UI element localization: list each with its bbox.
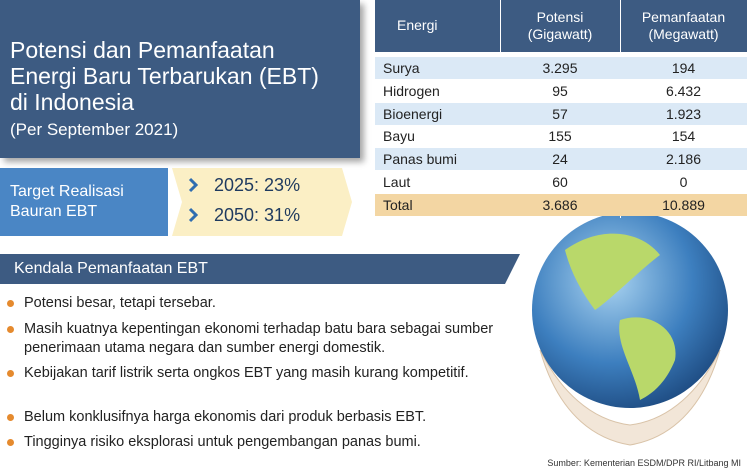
target-item: 2025: 23% — [214, 175, 301, 195]
cell-value: 60 — [552, 174, 568, 190]
table-row — [375, 102, 747, 125]
row-label: Panas bumi — [383, 151, 457, 168]
cell-value: 10.889 — [662, 196, 705, 213]
cell-value: 2.186 — [665, 151, 702, 168]
title-line: Potensi dan Pemanfaatan — [10, 37, 275, 63]
table-header — [375, 0, 747, 52]
bullet-text: Kebijakan tarif listrik serta ongkos EBT… — [24, 365, 469, 381]
table-row — [375, 125, 747, 148]
column-header: (Megawatt) — [648, 26, 719, 42]
target-label: Bauran EBT — [10, 203, 98, 220]
table-row — [375, 79, 747, 102]
kendala-title: Kendala Pemanfaatan EBT — [14, 260, 208, 277]
table: Energi Potensi (Gigawatt) Pemanfaatan (Megaw… — [375, 0, 747, 218]
target-item: 2050: 31% — [214, 205, 301, 225]
title-line: di Indonesia — [10, 89, 135, 115]
bullet-dot — [7, 370, 14, 377]
cell-value: 194 — [671, 60, 696, 76]
bullet-dot — [7, 300, 14, 307]
cell-value: 95 — [552, 82, 568, 99]
bullet-dot — [7, 326, 14, 333]
row-label: Laut — [383, 174, 411, 190]
table-row — [375, 148, 747, 171]
bullet-dot — [7, 414, 14, 421]
bullet-dot — [7, 439, 14, 446]
title-line: Energi Baru Terbarukan (EBT) — [10, 63, 319, 89]
chevron — [188, 207, 199, 223]
column-header: Energi — [397, 17, 438, 33]
target-label: Target Realisasi — [10, 183, 124, 200]
cell-value: 57 — [552, 105, 568, 122]
cell-value: 0 — [679, 174, 688, 190]
column-header: (Gigawatt) — [527, 26, 593, 42]
bullet-text: Potensi besar, tetapi tersebar. — [24, 295, 216, 311]
row-label: Hidrogen — [383, 82, 440, 99]
bullet-text: Tingginya risiko eksplorasi untuk pengem… — [24, 434, 421, 450]
table-row — [375, 193, 747, 216]
cell-value: 1.923 — [665, 105, 702, 122]
table-row — [375, 57, 747, 79]
table-row — [375, 171, 747, 193]
target-label-box: Target Realisasi Bauran EBT — [0, 168, 168, 236]
cell-value: 3.686 — [542, 196, 578, 213]
column-header: Pemanfaatan — [641, 9, 726, 25]
row-label: Surya — [383, 60, 420, 76]
target-band — [165, 168, 352, 236]
kendala-band — [0, 254, 520, 284]
continent — [565, 233, 660, 310]
row-label: Total — [383, 196, 413, 213]
row-label: Bioenergi — [383, 105, 443, 122]
subtitle: (Per September 2021) — [10, 120, 179, 139]
cell-value: 3.295 — [542, 60, 578, 76]
source: Sumber: Kementerian ESDM/DPR RI/Litbang … — [547, 458, 741, 468]
hands — [539, 349, 721, 446]
continent — [619, 317, 676, 400]
cell-value: 6.432 — [665, 82, 702, 99]
bullet-text: Masih kuatnya kepentingan ekonomi terhad… — [24, 321, 494, 356]
cell-value: 155 — [548, 128, 572, 145]
cell-value: 24 — [552, 151, 568, 168]
title-box: Potensi dan Pemanfaatan Energi Baru Terb… — [0, 0, 360, 158]
chevron — [188, 177, 199, 193]
bullet-text: Belum konklusifnya harga ekonomis dari p… — [24, 409, 427, 425]
column-header: Potensi — [536, 9, 584, 25]
cell-value: 154 — [671, 128, 696, 145]
row-label: Bayu — [383, 128, 415, 145]
